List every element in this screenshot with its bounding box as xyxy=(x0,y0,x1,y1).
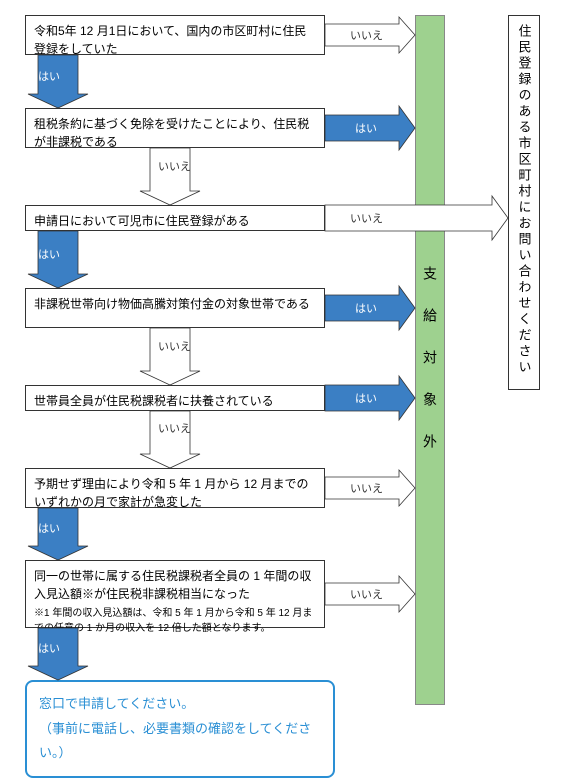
svg-text:はい: はい xyxy=(355,302,377,315)
svg-text:はい: はい xyxy=(38,70,60,83)
svg-text:いいえ: いいえ xyxy=(350,29,383,42)
svg-text:いいえ: いいえ xyxy=(350,588,383,601)
svg-text:はい: はい xyxy=(355,392,377,405)
svg-text:いいえ: いいえ xyxy=(158,340,191,353)
svg-text:はい: はい xyxy=(38,248,60,261)
svg-text:はい: はい xyxy=(38,522,60,535)
svg-text:いいえ: いいえ xyxy=(350,212,383,225)
svg-text:いいえ: いいえ xyxy=(158,422,191,435)
svg-text:いいえ: いいえ xyxy=(158,160,191,173)
svg-text:はい: はい xyxy=(38,642,60,655)
svg-text:はい: はい xyxy=(355,122,377,135)
arrows-layer: はいいいえはいいいえいいえはいはいいいえはいいいえはいはいいいえいいえ xyxy=(0,0,570,770)
svg-text:いいえ: いいえ xyxy=(350,482,383,495)
